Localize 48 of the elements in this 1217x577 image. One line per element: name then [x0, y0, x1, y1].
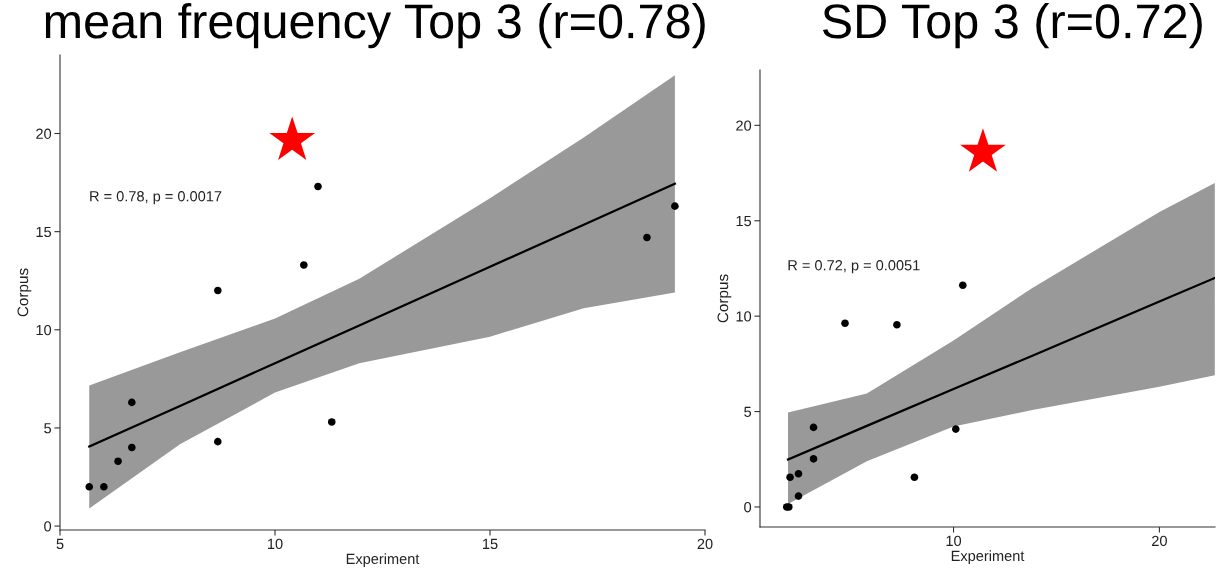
point — [314, 182, 322, 191]
point — [794, 492, 803, 500]
x-axis-title: Experiment — [951, 550, 1025, 564]
x-tick-label: 15 — [483, 538, 498, 550]
y-tick-label: 5 — [44, 423, 52, 434]
point — [214, 286, 222, 295]
point — [327, 418, 336, 426]
annotation: R = 0.72, p = 0.0051 — [788, 260, 920, 274]
point — [114, 457, 122, 466]
x-axis-title: Experiment — [346, 553, 420, 567]
line-series — [786, 276, 1215, 461]
y-tick-label: 15 — [36, 226, 52, 238]
point — [300, 261, 308, 269]
chart-title: mean frequency Top 3 (r=0.78) — [45, 2, 705, 49]
annotation: R = 0.78, p = 0.0017 — [90, 191, 222, 205]
point — [841, 319, 849, 328]
y-axis-title: Corpus — [17, 268, 32, 317]
point — [128, 398, 136, 407]
point — [958, 281, 967, 290]
point — [214, 437, 222, 446]
point — [893, 320, 901, 329]
y-tick-label: 15 — [736, 215, 752, 227]
point — [786, 473, 794, 481]
x-tick-label: 10 — [946, 535, 962, 547]
y-tick-label: 5 — [744, 406, 752, 417]
x-tick-label: 5 — [56, 538, 64, 550]
point — [809, 423, 818, 432]
x-tick-label: 20 — [1152, 535, 1167, 547]
point — [910, 473, 919, 481]
point — [643, 233, 651, 242]
line-series — [88, 182, 677, 448]
y-tick-label: 0 — [744, 502, 752, 513]
chart-title: SD Top 3 (r=0.72) — [822, 2, 1202, 49]
point — [671, 202, 679, 210]
x-tick-label: 10 — [268, 538, 283, 550]
point — [128, 443, 136, 452]
point — [951, 425, 960, 433]
y-tick-label: 0 — [44, 521, 52, 532]
y-tick-label: 20 — [36, 128, 52, 139]
y-tick-label: 20 — [736, 120, 752, 131]
y-tick-label: 10 — [736, 311, 752, 322]
y-axis-title: Corpus — [717, 274, 732, 323]
point — [794, 469, 803, 478]
x-tick-label: 20 — [697, 538, 713, 550]
point — [85, 483, 94, 491]
point — [809, 455, 818, 463]
point — [100, 483, 108, 491]
y-tick-label: 10 — [36, 324, 52, 336]
